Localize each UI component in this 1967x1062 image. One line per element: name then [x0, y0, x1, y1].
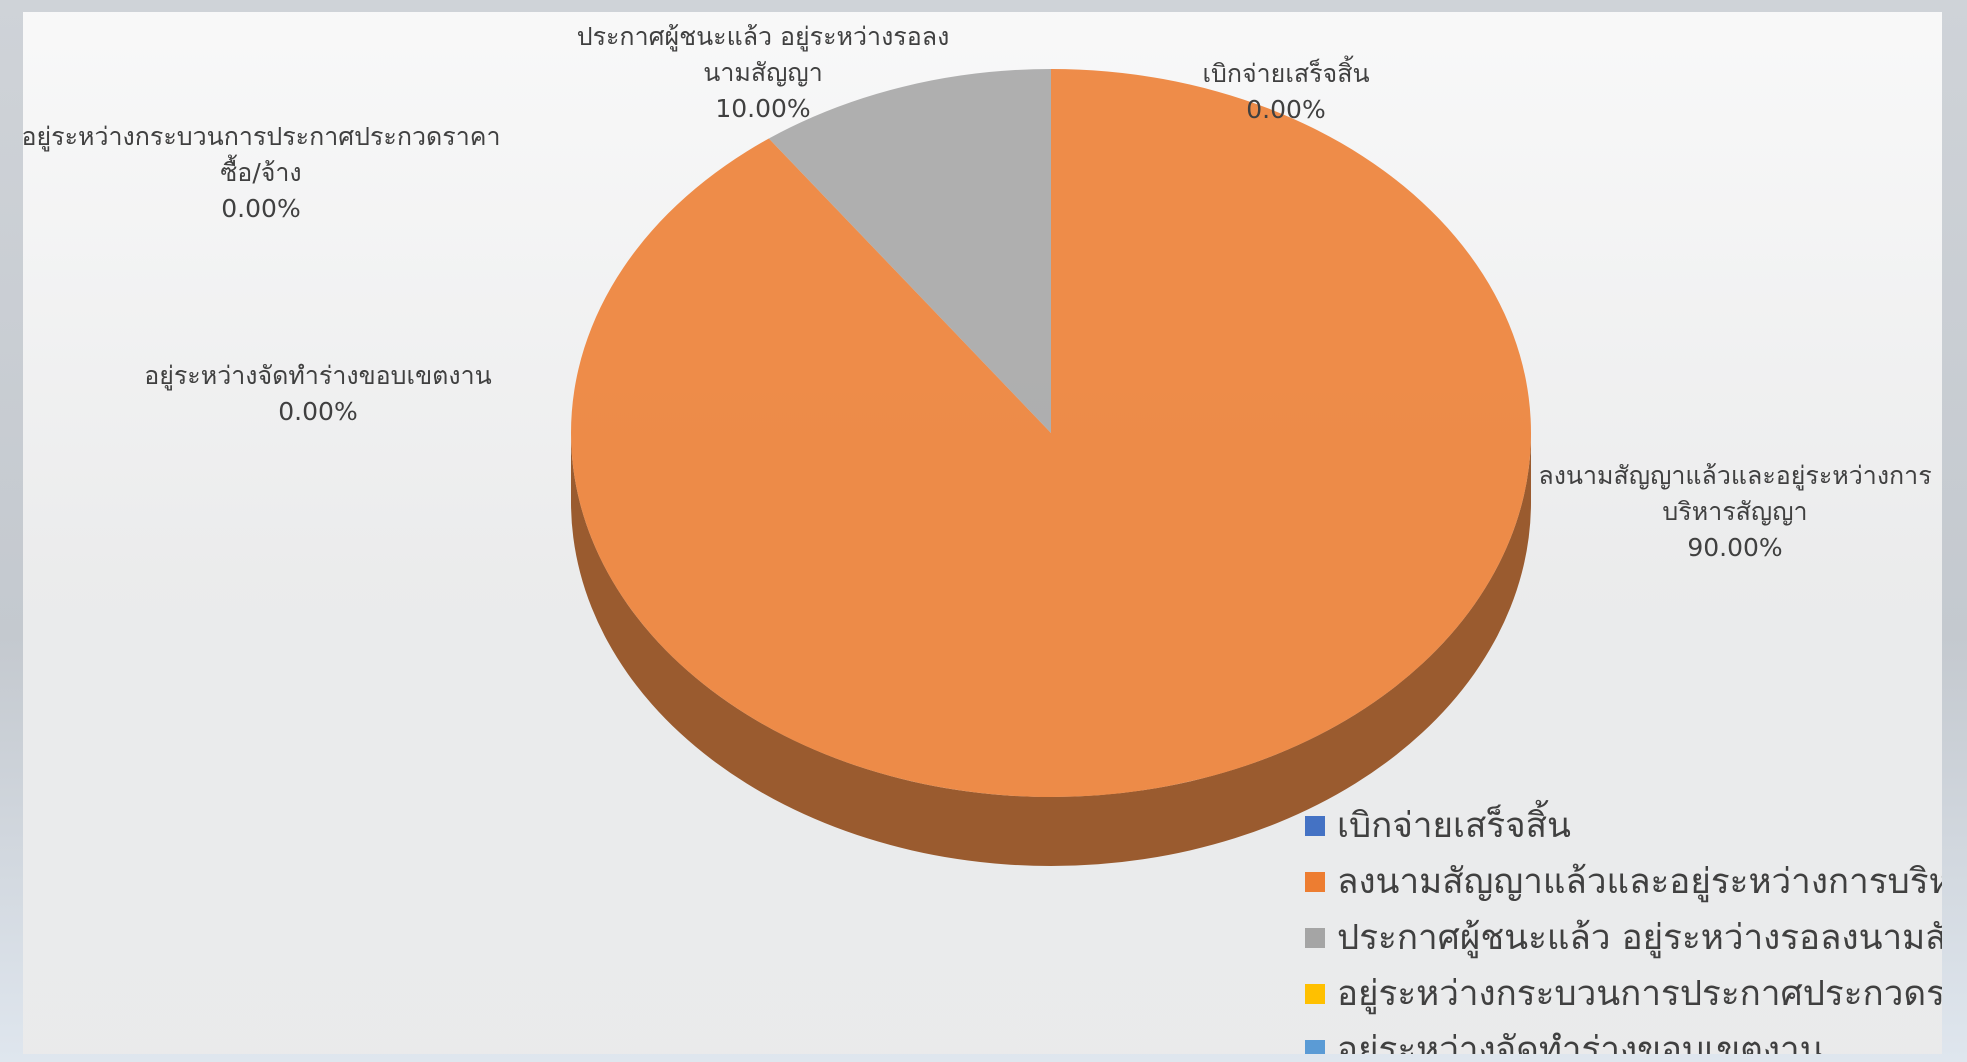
legend-label: ประกาศผู้ชนะแล้ว อยู่ระหว่างรอลงนามสัญญา [1337, 918, 1942, 958]
legend-swatch [1305, 816, 1325, 836]
data-label-value: 10.00% [573, 91, 953, 127]
legend-label: อยู่ระหว่างจัดทำร่างขอบเขตงาน [1337, 1030, 1824, 1054]
data-label-value: 0.00% [118, 394, 518, 430]
data-label-category: อยู่ระหว่างจัดทำร่างขอบเขตงาน [118, 358, 518, 394]
data-label: ประกาศผู้ชนะแล้ว อยู่ระหว่างรอลงนามสัญญา… [573, 19, 953, 127]
data-label-category: อยู่ระหว่างกระบวนการประกาศประกวดราคาซื้อ… [23, 119, 506, 191]
legend-swatch [1305, 928, 1325, 948]
legend-swatch [1305, 1040, 1325, 1054]
data-label-category: ลงนามสัญญาแล้วและอยู่ระหว่างการบริหารสัญ… [1515, 458, 1942, 530]
legend-label: เบิกจ่ายเสร็จสิ้น [1337, 806, 1571, 846]
data-label-value: 0.00% [23, 191, 506, 227]
pie-slice [571, 69, 1531, 797]
data-label-category: ประกาศผู้ชนะแล้ว อยู่ระหว่างรอลงนามสัญญา [573, 19, 953, 91]
page: เบิกจ่ายเสร็จสิ้น0.00%ลงนามสัญญาแล้วและอ… [0, 0, 1967, 1062]
data-label-category: เบิกจ่ายเสร็จสิ้น [1186, 56, 1386, 92]
legend-swatch [1305, 984, 1325, 1004]
data-label: อยู่ระหว่างกระบวนการประกาศประกวดราคาซื้อ… [23, 119, 506, 227]
data-label: ลงนามสัญญาแล้วและอยู่ระหว่างการบริหารสัญ… [1515, 458, 1942, 566]
legend-label: ลงนามสัญญาแล้วและอยู่ระหว่างการบริหารสัญ… [1337, 862, 1942, 902]
data-label-value: 90.00% [1515, 530, 1942, 566]
legend-swatch [1305, 872, 1325, 892]
legend-label: อยู่ระหว่างกระบวนการประกาศประกวดราคาซื้อ… [1337, 974, 1942, 1014]
data-label-value: 0.00% [1186, 92, 1386, 128]
